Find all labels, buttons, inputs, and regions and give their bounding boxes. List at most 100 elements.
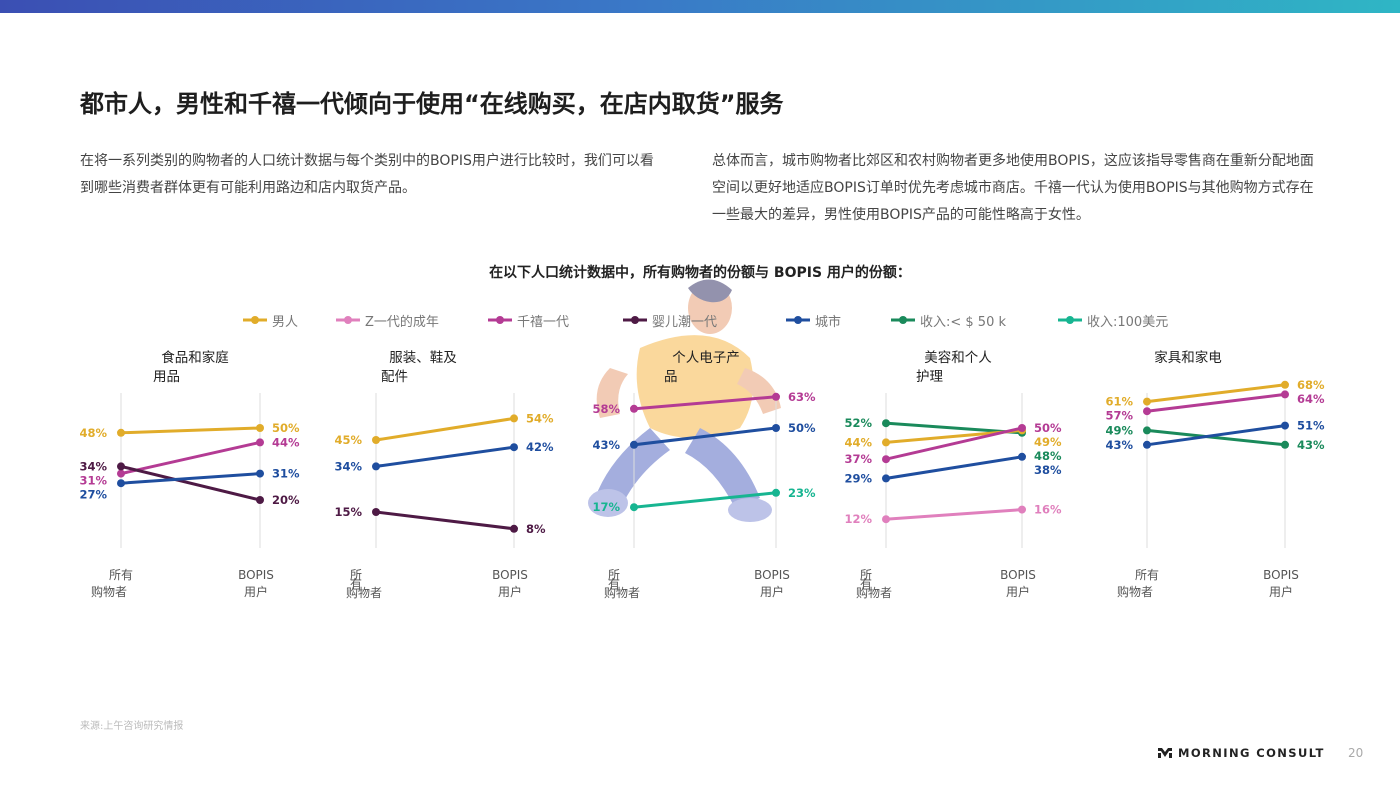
data-point [882, 438, 890, 447]
page-title: 都市人，男性和千禧一代倾向于使用“在线购买，在店内取货”服务 [80, 90, 784, 118]
data-point [1018, 424, 1026, 432]
x-axis-label: 购物者 [91, 584, 127, 599]
x-axis-label: 用户 [1006, 584, 1030, 599]
data-point [117, 479, 125, 488]
data-point [772, 488, 780, 497]
data-point [882, 515, 890, 524]
legend-item: 婴儿潮一代 [622, 311, 717, 330]
x-axis-label: 购物者 [346, 585, 382, 600]
data-label: 50% [1034, 421, 1062, 435]
data-label: 49% [1034, 435, 1062, 449]
x-axis-label: 所有 [109, 568, 133, 582]
legend-label: 收入:< $ 50 k [920, 314, 1007, 330]
x-axis-label: 用户 [1269, 584, 1293, 599]
x-axis-label: BOPIS [1000, 568, 1036, 582]
data-label: 42% [526, 440, 554, 454]
x-axis-label: 用户 [244, 584, 268, 599]
x-axis-label: BOPIS [754, 568, 790, 582]
legend-swatch-icon [336, 316, 360, 324]
data-label: 54% [526, 411, 554, 425]
data-point [1143, 440, 1151, 449]
running-person-illustration [588, 279, 781, 522]
data-point [372, 508, 380, 516]
legend-swatch-icon [786, 316, 810, 324]
logo-mark-icon [1158, 748, 1172, 758]
x-axis-label: 所有 [1135, 568, 1159, 582]
data-label: 43% [592, 438, 620, 452]
data-label: 12% [844, 512, 872, 526]
data-label: 20% [272, 493, 300, 507]
data-point [510, 524, 518, 533]
data-label: 51% [1297, 419, 1325, 433]
data-label: 17% [592, 500, 620, 514]
data-point [1018, 452, 1026, 461]
x-axis-label: 用户 [760, 584, 784, 599]
data-label: 38% [1034, 463, 1062, 477]
legend-item: Z一代的成年 [335, 311, 439, 330]
morning-consult-logo: MORNING CONSULT [1158, 746, 1325, 760]
data-point [882, 455, 890, 464]
data-label: 43% [1297, 438, 1325, 452]
legend-item: 收入:< $ 50 k [890, 311, 1007, 330]
series-line [1145, 392, 1287, 413]
data-point [256, 469, 264, 478]
legend-swatch-icon [243, 316, 267, 324]
data-point [1281, 390, 1289, 399]
x-axis-label: 所 [350, 568, 362, 582]
x-axis-label: 购物者 [856, 585, 892, 600]
data-point [630, 404, 638, 413]
series-line [374, 445, 516, 468]
data-point [772, 392, 780, 401]
data-label: 27% [79, 487, 107, 501]
data-label: 16% [1034, 503, 1062, 517]
data-point [372, 462, 380, 471]
data-label: 49% [1105, 423, 1133, 437]
series-line [374, 510, 516, 531]
x-axis-label: 购物者 [1117, 584, 1153, 599]
legend-item: 男人 [242, 311, 299, 330]
legend-label: 城市 [815, 314, 842, 330]
series-line [119, 464, 262, 502]
legend-label: 男人 [272, 314, 299, 330]
series-line [632, 395, 778, 411]
legend-swatch-icon [623, 316, 647, 324]
data-label: 15% [334, 505, 362, 519]
data-point [630, 503, 638, 512]
series-line [632, 426, 778, 447]
data-point [117, 428, 125, 437]
legend-swatch-icon [891, 316, 915, 324]
series-line [1145, 428, 1287, 447]
source-note: 来源:上午咨询研究情报 [80, 721, 184, 732]
data-point [882, 474, 890, 483]
x-axis-label: 购物者 [604, 585, 640, 600]
series-line [1145, 424, 1287, 447]
series-line [884, 455, 1024, 480]
data-point [256, 496, 264, 504]
x-axis-label: BOPIS [1263, 568, 1299, 582]
series-line [632, 491, 778, 509]
data-point [1281, 421, 1289, 430]
data-label: 31% [272, 467, 300, 481]
data-point [630, 440, 638, 449]
page-number: 20 [1348, 746, 1364, 760]
x-axis-label: BOPIS [492, 568, 528, 582]
data-label: 58% [592, 402, 620, 416]
data-label: 37% [844, 452, 872, 466]
x-axis-label: 有 [860, 577, 872, 591]
data-point [882, 419, 890, 428]
data-label: 61% [1105, 395, 1133, 409]
data-point [117, 462, 125, 471]
intro-paragraph-left: 在将一系列类别的购物者的人口统计数据与每个类别中的BOPIS用户进行比较时，我们… [80, 153, 654, 196]
legend-swatch-icon [488, 316, 512, 324]
chart-title: 护理 [916, 369, 944, 385]
data-label: 31% [79, 473, 107, 487]
x-axis-label: 所 [860, 568, 872, 582]
data-point [1143, 397, 1151, 406]
legend-label: 千禧一代 [517, 314, 570, 330]
legend-item: 城市 [785, 311, 842, 330]
data-label: 34% [79, 459, 107, 473]
data-label: 23% [788, 486, 816, 500]
series-line [1145, 383, 1287, 404]
data-label: 8% [526, 522, 546, 536]
